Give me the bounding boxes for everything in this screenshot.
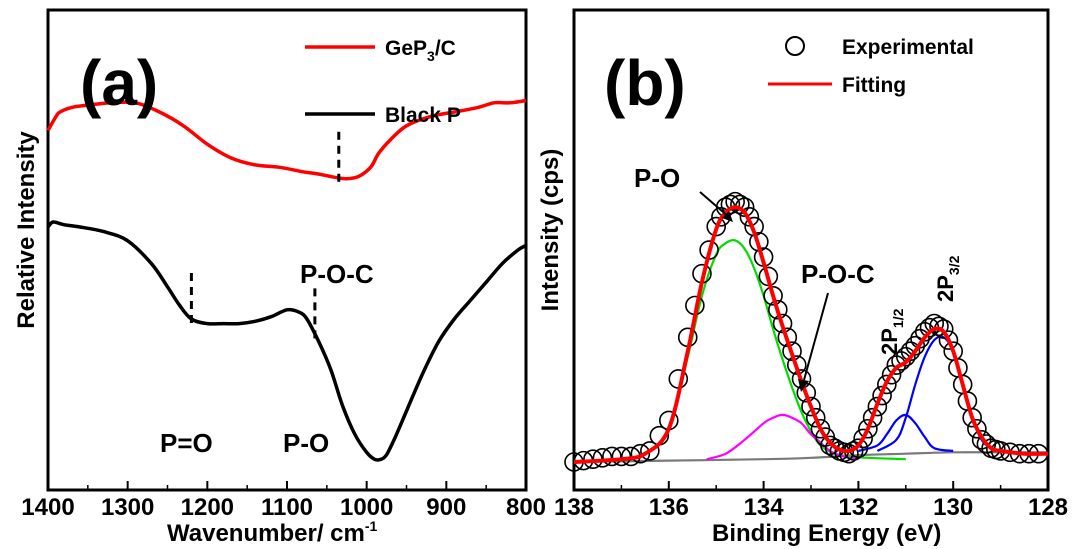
x-axis-label-a: Wavenumber/ cm-1 xyxy=(167,518,378,547)
annot-2p32: 2P3/2 xyxy=(933,255,962,302)
panel-a-x-tick-label: 1400 xyxy=(21,494,74,521)
experimental-point xyxy=(763,285,783,306)
experimental-point xyxy=(739,207,760,227)
y-axis-label-a: Relative Intensity xyxy=(13,131,40,329)
panel-a-x-tick-label: 800 xyxy=(506,494,546,521)
experimental-point xyxy=(905,335,926,356)
legend-gep3c-label: GeP3/C xyxy=(385,37,456,64)
panel-b: 138 136 134 132 130 128 (b) Experimental Fitt… xyxy=(537,8,1068,547)
experimental-point xyxy=(640,441,660,461)
experimental-point xyxy=(630,443,651,464)
experimental-point xyxy=(602,446,622,467)
legend-fitting-label: Fitting xyxy=(842,74,906,97)
panel-a-markers xyxy=(189,125,341,339)
panel-a: 1400 1300 1200 1100 1000 900 800 (a) GeP3/C Bl… xyxy=(13,8,546,547)
experimental-point xyxy=(872,385,892,406)
panel-b-x-tick-label: 132 xyxy=(838,494,878,521)
experimental-point xyxy=(858,418,878,439)
experimental-point xyxy=(853,428,873,449)
panel-b-x-tick-label: 130 xyxy=(933,494,973,521)
experimental-point xyxy=(720,194,741,215)
panel-b-x-tick-label: 138 xyxy=(554,494,594,521)
arrow-p-o-head xyxy=(722,211,733,222)
panel-a-x-tick-label: 1000 xyxy=(340,494,393,521)
series-gep3-c xyxy=(46,98,527,181)
panel-a-x-tick-label: 1100 xyxy=(261,494,313,521)
arrow-p-o-c-head xyxy=(798,379,809,392)
panel-a-ticks: 1400 1300 1200 1100 1000 900 800 xyxy=(21,481,546,521)
experimental-point xyxy=(967,418,987,439)
experimental-point xyxy=(867,396,888,417)
series-black-p xyxy=(46,220,527,462)
panel-a-series xyxy=(46,98,527,462)
experimental-point xyxy=(962,407,982,428)
experimental-point xyxy=(768,299,788,320)
panel-b-x-tick-label: 128 xyxy=(1028,494,1068,521)
panel-a-letter: (a) xyxy=(80,47,158,119)
annot-p-o-c-b: P-O-C xyxy=(801,259,875,289)
annot-p-o-a: P-O xyxy=(283,428,329,458)
experimental-point xyxy=(881,364,902,385)
experimental-point xyxy=(592,448,613,468)
experimental-point xyxy=(839,443,859,464)
experimental-point xyxy=(730,194,750,215)
annot-p-o-c-a: P-O-C xyxy=(300,259,374,289)
annot-2p12: 2P1/2 xyxy=(877,308,906,355)
panel-a-x-tick-label: 900 xyxy=(426,494,466,521)
panel-a-x-tick-label: 1200 xyxy=(181,494,234,521)
panel-b-series xyxy=(564,191,1049,472)
panel-b-x-tick-label: 134 xyxy=(744,494,785,521)
annot-p-o-b: P-O xyxy=(634,163,680,193)
experimental-point xyxy=(805,407,826,428)
panel-b-ticks: 138 136 134 132 130 128 xyxy=(554,481,1068,521)
legend-experimental-label: Experimental xyxy=(842,36,974,59)
experimental-point xyxy=(824,438,845,458)
experimental-point xyxy=(877,374,897,395)
series-fitting xyxy=(573,205,1049,464)
series-p-o-c xyxy=(706,413,859,461)
experimental-point xyxy=(848,438,869,458)
arrow-p-o-c xyxy=(803,292,829,381)
experimental-point xyxy=(938,330,959,350)
experimental-point xyxy=(801,396,821,417)
legend-experimental-marker xyxy=(785,36,805,56)
experimental-point xyxy=(862,407,883,428)
legend-blackp-label: Black P xyxy=(385,104,461,127)
experimental-point xyxy=(924,313,945,334)
panel-a-x-tick-label: 1300 xyxy=(101,494,154,521)
annot-p-eq-o: P=O xyxy=(160,428,213,458)
experimental-point xyxy=(929,316,949,337)
panel-b-letter: (b) xyxy=(604,47,686,119)
panel-b-x-tick-label: 136 xyxy=(649,494,689,521)
y-axis-label-b: Intensity (cps) xyxy=(537,149,564,312)
x-axis-label-b: Binding Energy (eV) xyxy=(712,520,941,547)
arrow-p-o xyxy=(699,191,731,219)
experimental-point xyxy=(725,191,745,212)
